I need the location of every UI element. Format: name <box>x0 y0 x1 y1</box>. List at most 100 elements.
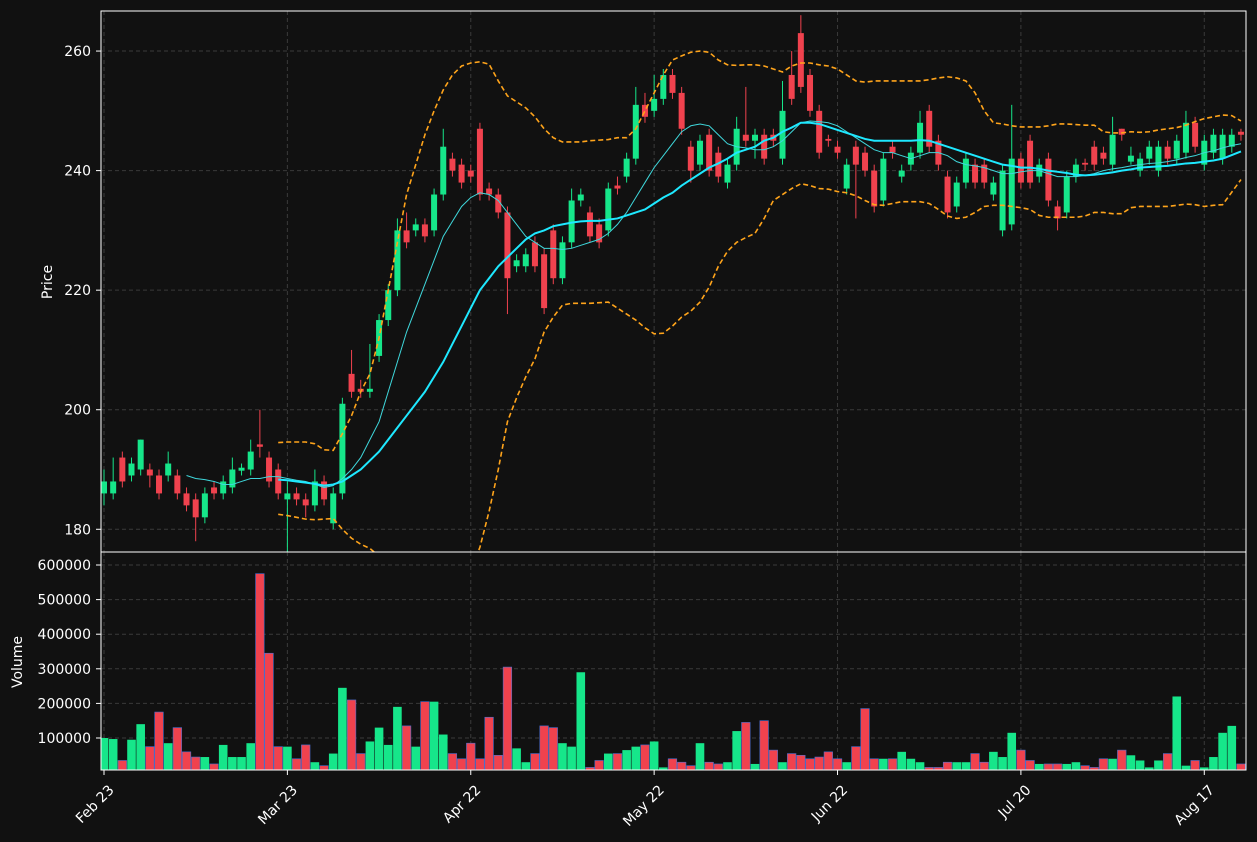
candle-body <box>302 499 309 506</box>
volume-bar <box>456 758 467 770</box>
volume-bar <box>897 751 907 770</box>
candle-body <box>311 481 318 506</box>
candle-body <box>577 194 584 201</box>
candle-body <box>834 146 841 153</box>
candle-body <box>440 146 447 195</box>
candle-body <box>981 164 988 183</box>
volume-bar <box>1080 765 1090 770</box>
volume-bar <box>741 722 751 770</box>
indicator-line <box>186 120 1242 488</box>
candle-body <box>1182 122 1189 153</box>
volume-bar <box>768 749 778 770</box>
y-tick-label: 180 <box>64 522 91 538</box>
candle-body <box>807 74 814 111</box>
y-tick-label: 500000 <box>38 593 91 609</box>
candle-body <box>1146 146 1153 159</box>
volume-bar <box>558 743 567 770</box>
candle-body <box>541 254 548 309</box>
volume-bar <box>1154 760 1163 770</box>
volume-bar <box>842 762 851 770</box>
candle-body <box>990 182 997 195</box>
volume-bar <box>1227 725 1237 770</box>
candle-body <box>275 469 282 494</box>
volume-bar <box>301 744 311 770</box>
candle-body <box>1045 158 1052 201</box>
volume-bar <box>191 756 201 770</box>
volume-grid <box>101 552 1246 770</box>
y-tick-label: 260 <box>64 44 91 60</box>
candle-body <box>962 158 969 183</box>
volume-bar <box>603 753 613 770</box>
volume-bar <box>796 754 806 770</box>
volume-bar <box>346 699 357 770</box>
volume-bar <box>209 763 219 770</box>
candle-body <box>871 170 878 207</box>
volume-bar <box>521 762 531 770</box>
y-tick-label: 600000 <box>38 558 91 574</box>
candle-body <box>816 110 823 153</box>
y-axis-label: Volume <box>10 636 26 688</box>
volume-bar <box>328 753 338 770</box>
volume-bar <box>466 742 476 770</box>
volume-bar <box>906 758 916 770</box>
candle-body <box>412 224 419 231</box>
candle-body <box>1164 146 1171 159</box>
candle-body <box>944 176 951 213</box>
volume-bar <box>127 739 136 770</box>
candle-body <box>1228 134 1235 147</box>
volume-bar <box>181 751 192 770</box>
candle-body <box>256 444 263 447</box>
candle-body <box>623 158 630 177</box>
candle-body <box>348 373 355 392</box>
candle-body <box>293 493 300 500</box>
candle-body <box>953 182 960 207</box>
candle-body <box>183 493 190 506</box>
volume-bar <box>383 744 393 770</box>
volume-bar <box>1236 763 1246 770</box>
volume-bar <box>1007 732 1017 770</box>
candle-body <box>889 146 896 153</box>
volume-bar <box>667 758 678 770</box>
volume-bar <box>567 746 576 770</box>
candle-body <box>394 230 401 291</box>
candle-body <box>797 33 804 87</box>
candle-body <box>211 487 218 494</box>
candle-body <box>1118 128 1125 135</box>
volume-bar <box>255 573 265 770</box>
volume-bar <box>539 725 549 770</box>
candle-body <box>247 451 254 470</box>
volume-bar <box>512 748 521 770</box>
volume-bar <box>576 672 586 770</box>
candle-body <box>751 134 758 141</box>
volume-bar <box>365 741 375 770</box>
candle-body <box>550 230 557 279</box>
candle-body <box>403 230 410 243</box>
volume-frame <box>100 551 1247 771</box>
volume-bar <box>612 753 623 770</box>
candle-body <box>596 224 603 243</box>
candle-body <box>742 134 749 141</box>
volume-bar <box>989 751 998 770</box>
volume-bar <box>356 753 366 770</box>
candle-body <box>999 170 1006 231</box>
candle-body <box>706 134 713 171</box>
volume-bar <box>622 750 631 770</box>
candle-body <box>761 134 768 159</box>
candle-body <box>1091 146 1098 165</box>
candle-body <box>201 493 208 518</box>
y-tick-label: 240 <box>64 164 91 180</box>
indicator-line <box>278 179 1242 552</box>
candle-body <box>843 164 850 189</box>
volume-bar <box>338 687 347 770</box>
candle-body <box>1100 152 1107 159</box>
y-tick-label: 100000 <box>38 731 91 747</box>
volume-bar <box>759 720 769 770</box>
candle-body <box>568 200 575 243</box>
candle-body <box>495 194 502 213</box>
volume-bar <box>750 763 760 770</box>
candle-body <box>321 481 328 500</box>
candle-body <box>669 74 676 93</box>
candle-body <box>531 242 538 267</box>
volume-bar <box>319 765 329 770</box>
volume-bar <box>1172 696 1182 770</box>
